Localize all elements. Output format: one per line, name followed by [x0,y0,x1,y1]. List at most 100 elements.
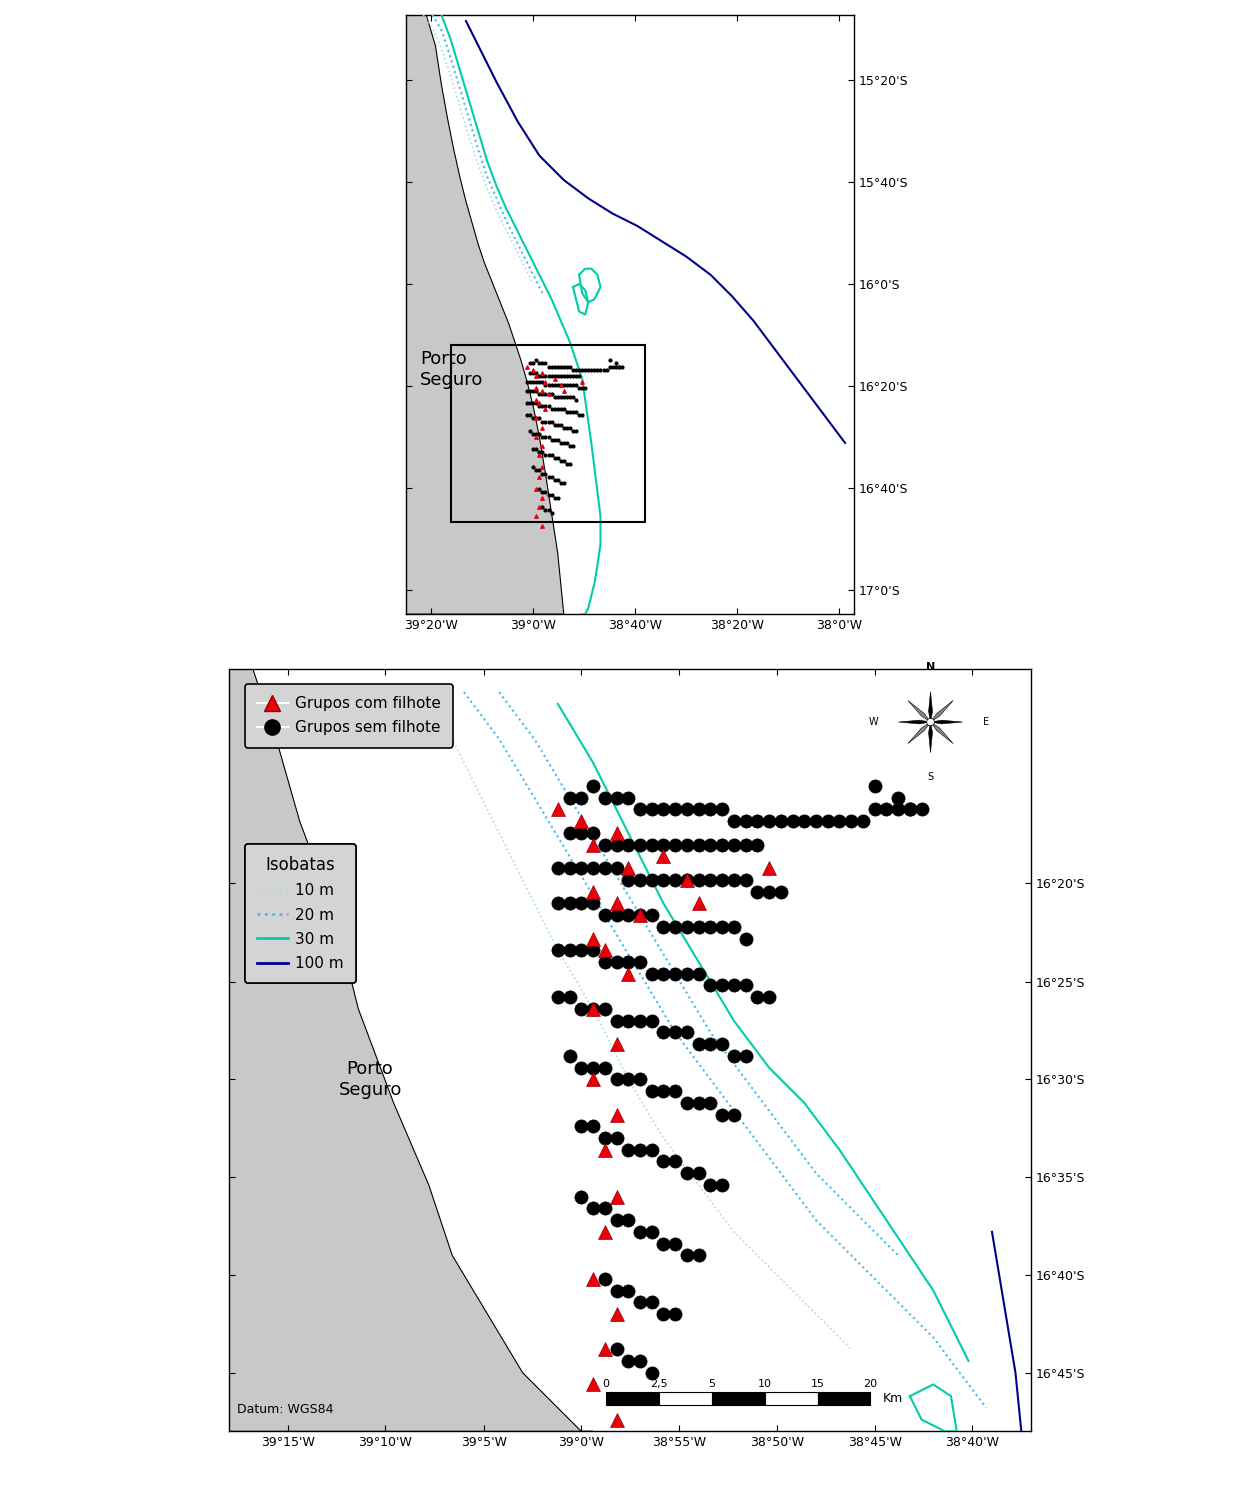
Point [759,856,779,880]
Point [595,1196,615,1220]
Point [542,382,562,406]
Point [864,798,885,822]
Point [688,1161,708,1185]
Point [630,1290,650,1314]
Point [538,410,558,434]
Point [542,428,562,452]
Point [583,926,604,950]
Point [782,810,803,833]
Point [570,358,590,382]
Point [559,786,580,810]
Text: 0: 0 [602,1379,610,1390]
Point [527,388,547,412]
Point [548,385,568,409]
Point [606,786,626,810]
Point [563,358,583,382]
Point [578,358,598,382]
Bar [451,344,645,522]
Point [630,1009,650,1033]
Point [583,856,604,880]
Point [606,950,626,974]
Point [536,410,556,434]
Point [553,449,573,473]
Point [548,856,568,880]
Point [544,367,564,391]
Point [677,868,697,892]
Point [677,1091,697,1115]
Point [566,373,586,397]
Point [523,379,543,403]
Point [542,465,562,489]
Point [536,480,556,504]
Point [575,358,595,382]
Point [619,1068,639,1091]
Point [641,868,662,892]
Point [538,382,558,406]
Point [595,950,615,974]
Point [900,798,920,822]
Polygon shape [931,720,963,725]
Point [701,974,721,997]
Point [529,422,549,446]
Point [551,471,571,495]
Point [548,986,568,1009]
Point [559,385,580,409]
Point [619,950,639,974]
Point [542,443,562,467]
Point [523,370,543,394]
Point [606,833,626,857]
Point [688,798,708,822]
Point [563,419,583,443]
Point [553,373,573,397]
Point [538,355,558,379]
Point [818,810,838,833]
Point [548,892,568,915]
Point [557,401,577,425]
Point [529,370,549,394]
Point [520,391,541,414]
Point [665,1232,685,1255]
Point [654,868,674,892]
Point [538,394,558,417]
Point [559,986,580,1009]
Point [542,373,562,397]
Point [523,455,543,479]
Point [532,486,552,510]
Point [641,1079,662,1103]
Point [532,513,552,537]
Polygon shape [929,722,932,753]
Point [619,1279,639,1303]
Point [536,370,556,394]
Point [619,1208,639,1232]
Point [553,364,573,388]
Point [606,892,626,915]
Point [736,926,756,950]
Point [581,358,601,382]
Point [665,868,685,892]
Point [520,404,541,428]
Point [712,798,732,822]
Point [544,428,564,452]
Bar [765,1393,818,1405]
Point [641,1009,662,1033]
Point [520,370,541,394]
Point [888,798,908,822]
Point [595,1267,615,1291]
Point [536,498,556,522]
Text: 2,5: 2,5 [650,1379,668,1390]
Point [677,833,697,857]
Text: W: W [869,717,878,728]
Point [736,810,756,833]
Point [595,1138,615,1161]
Point [538,465,558,489]
Point [529,352,549,376]
Point [553,416,573,440]
Point [517,370,537,394]
Point [570,376,590,400]
Text: E: E [983,717,989,728]
Point [864,774,885,798]
Point [641,1220,662,1243]
Point [759,810,779,833]
Point [536,373,556,397]
Point [517,391,537,414]
